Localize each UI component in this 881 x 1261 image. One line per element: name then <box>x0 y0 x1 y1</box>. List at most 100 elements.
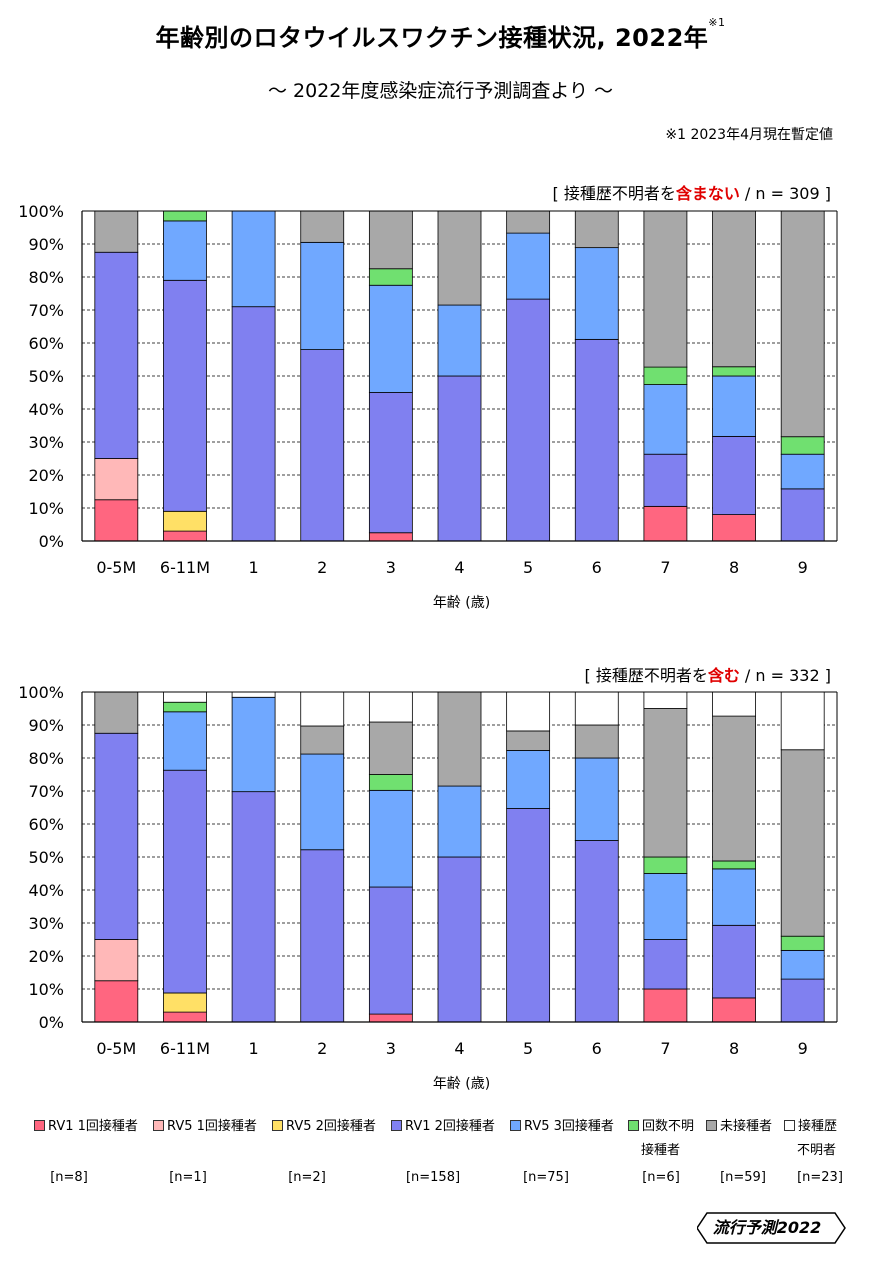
chart2-caption: [ 接種歴不明者を含む / n = 332 ] <box>584 662 831 686</box>
bar-segment-rv1_1 <box>163 1011 207 1023</box>
legend-n-unvaccinated: [n=59] <box>720 1170 766 1185</box>
x-tick-label: 4 <box>454 1039 464 1058</box>
bar-segment-unvaccinated <box>437 691 482 787</box>
bar-segment-rv5_3 <box>437 304 482 377</box>
legend-n-rv5-1: [n=1] <box>169 1170 207 1185</box>
x-tick-label: 6-11M <box>160 1039 210 1058</box>
bar-segment-rv1_1 <box>643 988 688 1023</box>
bar-segment-rv5_1 <box>94 939 139 982</box>
y-tick-label: 20% <box>28 947 64 966</box>
bar-segment-rv5_3 <box>163 711 207 771</box>
x-tick-label: 3 <box>386 558 396 577</box>
bar-segment-rv1_2 <box>574 840 619 1023</box>
legend-swatch-rv5-3 <box>510 1120 521 1131</box>
legend-label-unvaccinated: 未接種者 <box>720 1119 773 1134</box>
bar-segment-rv1_2 <box>643 453 688 507</box>
y-tick-label: 90% <box>28 235 64 254</box>
bar-segment-rv1_1 <box>368 532 413 542</box>
legend-n-rv5-2: [n=2] <box>288 1170 326 1185</box>
x-tick-label: 9 <box>798 1039 808 1058</box>
bar-segment-rv5_1 <box>94 458 139 501</box>
bar-segment-rv1_2 <box>574 338 619 542</box>
y-tick-label: 80% <box>28 749 64 768</box>
chart2-caption-prefix: [ 接種歴不明者を <box>584 666 708 685</box>
legend-swatch-rv5-1 <box>153 1120 164 1131</box>
bar-segment-unvaccinated <box>712 210 756 368</box>
bar-segment-rv1_1 <box>163 530 207 542</box>
x-tick-label: 6 <box>592 558 602 577</box>
y-tick-label: 60% <box>28 334 64 353</box>
bar-segment-rv5_3 <box>368 789 413 888</box>
y-tick-label: 100% <box>18 202 64 221</box>
legend-swatch-rv1-2 <box>391 1120 402 1131</box>
bar-segment-rv1_1 <box>643 505 688 542</box>
y-tick-label: 10% <box>28 980 64 999</box>
bar-segment-rv5_3 <box>780 453 825 490</box>
chart1-caption-suffix: / n = 309 ] <box>739 184 831 203</box>
chart1-svg: 0% 10% 20% 30% 40% 50% 60% 70% 80% 90% 100% 0-5M 6-1… <box>18 202 838 611</box>
bar-segment-history_unknown <box>506 691 551 732</box>
x-tick-label: 5 <box>523 558 533 577</box>
chart1-caption-highlight: 含まない <box>675 184 740 203</box>
y-tick-label: 0% <box>39 532 64 551</box>
x-tick-label: 0-5M <box>96 1039 136 1058</box>
x-axis-label: 年齢 (歳) <box>433 595 490 611</box>
logo-text: 流行予測2022 <box>712 1218 822 1237</box>
legend-n-unknown-count: [n=6] <box>642 1170 680 1185</box>
x-tick-label: 7 <box>660 558 670 577</box>
y-tick-label: 70% <box>28 301 64 320</box>
legend-item-unknown-count: 回数不明 接種者 <box>628 1115 694 1163</box>
bar-segment-unknown_count <box>643 366 688 385</box>
bar-segment-rv1_2 <box>506 298 551 542</box>
bar-segment-rv1_2 <box>368 886 413 1015</box>
y-tick-label: 100% <box>18 683 64 702</box>
bar-segment-rv1_2 <box>780 488 825 542</box>
y-tick-label: 20% <box>28 466 64 485</box>
bar-segment-unvaccinated <box>574 210 619 249</box>
x-tick-label: 2 <box>317 558 327 577</box>
legend-item-unvaccinated: 未接種者 <box>706 1115 772 1139</box>
legend-label-unknown-count: 回数不明 <box>642 1119 695 1134</box>
y-tick-label: 80% <box>28 268 64 287</box>
y-tick-label: 50% <box>28 367 64 386</box>
bar-segment-history_unknown <box>712 691 756 717</box>
legend-n-rv5-3: [n=75] <box>523 1170 569 1185</box>
y-tick-label: 30% <box>28 433 64 452</box>
legend-label-rv1-2: RV1 2回接種者 <box>405 1119 495 1134</box>
legend: RV1 1回接種者 RV5 1回接種者 RV5 2回接種者 RV1 2回接種者 … <box>0 1115 881 1195</box>
chart2-svg: 0% 10% 20% 30% 40% 50% 60% 70% 80% 90% 100% 0-5M 6-1… <box>18 683 838 1092</box>
bar-segment-rv1_2 <box>163 279 207 512</box>
legend-item-rv1-1: RV1 1回接種者 <box>34 1115 138 1139</box>
legend-swatch-unknown-count <box>628 1120 639 1131</box>
bar-segment-unknown_count <box>643 856 688 874</box>
bar-segment-rv5_3 <box>300 753 345 851</box>
bar-segment-rv1_1 <box>712 997 756 1023</box>
provisional-note: ※1 2023年4月現在暫定値 <box>665 127 833 143</box>
bar-segment-unknown_count <box>368 268 413 286</box>
x-tick-label: 5 <box>523 1039 533 1058</box>
bar-segment-rv5_3 <box>437 785 482 858</box>
y-tick-label: 60% <box>28 815 64 834</box>
bar-segment-history_unknown <box>368 691 413 723</box>
bar-segment-rv1_2 <box>94 251 139 459</box>
x-tick-label: 8 <box>729 558 739 577</box>
bar-segment-rv1_2 <box>506 808 551 1023</box>
legend-label-history-unknown: 接種歴 <box>798 1119 838 1134</box>
bar-segment-unvaccinated <box>300 725 345 755</box>
chart1: 0% 10% 20% 30% 40% 50% 60% 70% 80% 90% 100% 0-5M 6-1… <box>0 195 881 625</box>
bar-segment-rv1_1 <box>368 1013 413 1023</box>
y-tick-label: 70% <box>28 782 64 801</box>
x-tick-label: 1 <box>248 1039 258 1058</box>
bar-segment-rv1_2 <box>437 375 482 542</box>
bar-segment-unknown_count <box>780 436 825 455</box>
x-tick-label: 4 <box>454 558 464 577</box>
bar-segment-rv1_2 <box>300 349 345 542</box>
bar-segment-history_unknown <box>574 691 619 726</box>
bar-segment-rv1_2 <box>437 856 482 1023</box>
bar-segment-rv1_2 <box>231 306 276 542</box>
legend-label-rv5-1: RV5 1回接種者 <box>167 1119 257 1134</box>
bar-segment-rv1_2 <box>712 924 756 999</box>
bar-segment-rv5_3 <box>506 750 551 809</box>
chart1-caption: [ 接種歴不明者を含まない / n = 309 ] <box>552 180 831 204</box>
y-tick-label: 40% <box>28 881 64 900</box>
